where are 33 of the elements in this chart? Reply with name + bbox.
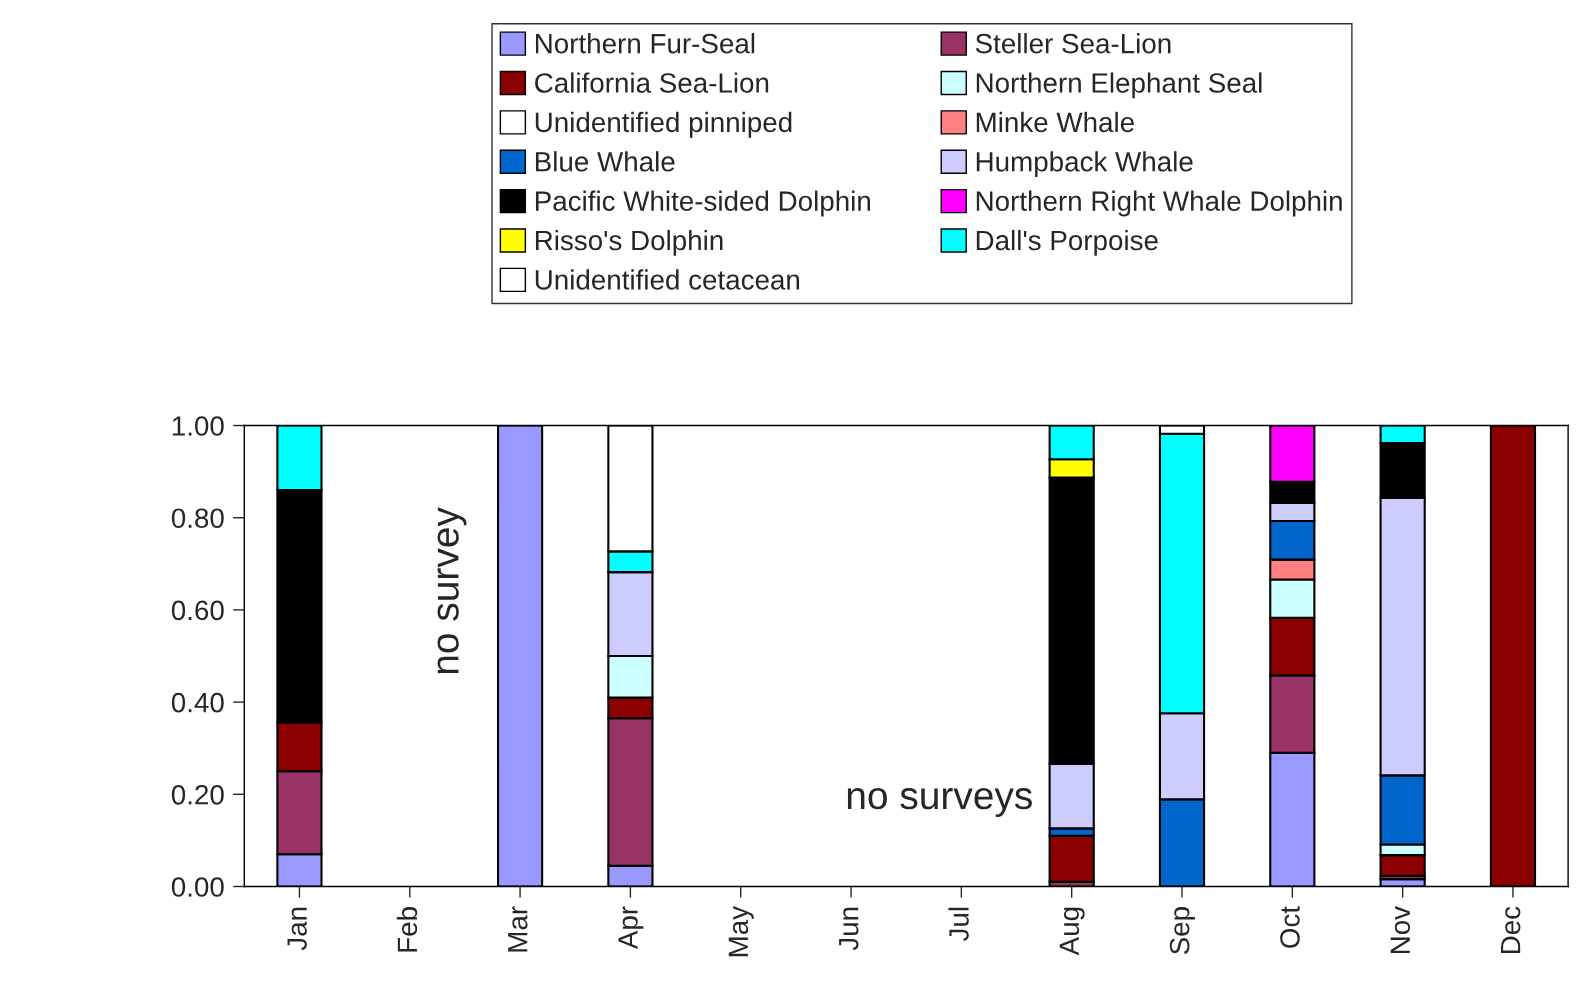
x-tick-label: Feb [396,907,418,952]
legend-label: Northern Fur-Seal [535,33,755,54]
y-tick-label: 1.00 [172,416,224,436]
x-tick-label: Jul [948,907,969,942]
x-tick-label: Jun [839,907,859,951]
x-tick-label: Mar [508,906,528,952]
y-tick-label: 0.40 [171,692,224,713]
legend-label: Pacific White-sided Dolphin [535,190,870,217]
legend-label: Minke Whale [976,111,1134,133]
legend-label: Northern Right Whale Dolphin [976,190,1342,217]
x-tick-label: Dec [1501,906,1521,954]
annotation: no survey [437,507,467,674]
legend-label: Steller Sea-Lion [975,33,1171,54]
x-tick-label: May [728,905,754,957]
y-tick-label: 0.20 [171,784,224,805]
legend-label: Unidentified pinniped [535,111,792,138]
legend-label: Blue Whale [535,151,675,172]
legend-label: Dall's Porpoise [976,229,1158,256]
x-tick-label: Nov [1390,906,1411,954]
legend-label: Northern Elephant Seal [976,72,1262,99]
x-tick-label: Jan [287,907,307,951]
x-tick-label: Apr [618,906,644,950]
y-tick-label: 0.00 [171,877,224,897]
legend-label: California Sea-Lion [535,72,769,93]
y-tick-label: 0.80 [171,508,224,529]
legend-label: Unidentified cetacean [535,269,800,290]
x-tick-label: Sep [1169,907,1195,955]
annotation: no surveys [847,788,1032,818]
legend-label: Risso's Dolphin [535,229,723,256]
x-tick-label: Aug [1059,907,1085,956]
y-tick-label: 0.60 [171,600,224,621]
legend-label: Humpback Whale [976,151,1193,178]
x-tick-label: Oct [1280,906,1300,948]
